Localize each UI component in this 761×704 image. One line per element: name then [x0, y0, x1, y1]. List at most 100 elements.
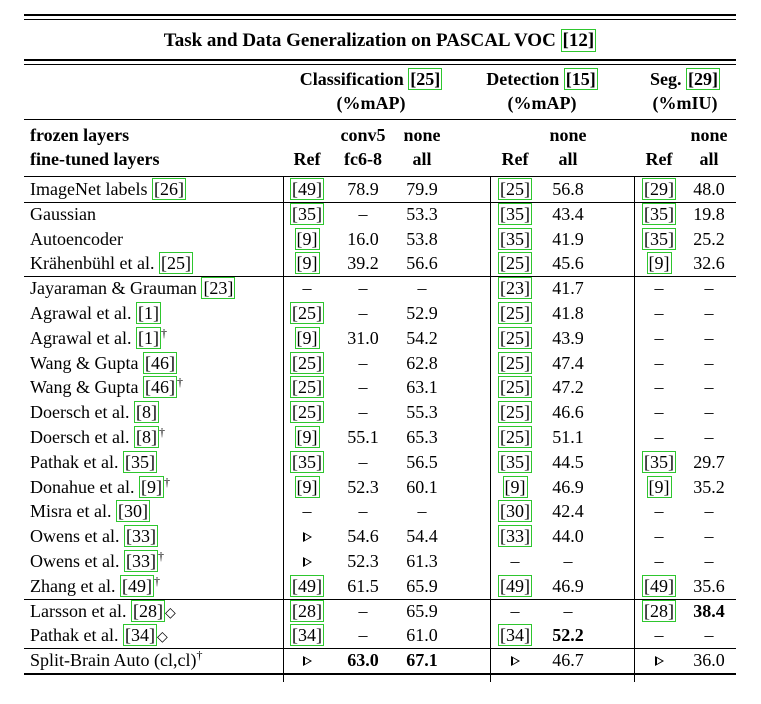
citation[interactable]: [25]	[290, 376, 324, 399]
citation[interactable]: [35]	[642, 450, 676, 473]
cls-ref[interactable]: [9]	[284, 326, 330, 349]
det-ref[interactable]: [33]	[492, 525, 538, 548]
citation[interactable]: [35]	[498, 227, 532, 250]
detection-citation[interactable]: [15]	[563, 68, 598, 90]
seg-ref[interactable]: [9]	[636, 475, 682, 498]
method-citation[interactable]: [1]	[135, 302, 161, 324]
citation[interactable]: [25]	[290, 401, 324, 424]
cls-ref[interactable]: [25]	[284, 302, 330, 324]
cls-ref[interactable]: [9]	[284, 475, 330, 498]
citation[interactable]: [9]	[646, 252, 672, 275]
citation[interactable]: [25]	[498, 302, 532, 324]
cls-ref[interactable]: [49]	[284, 574, 330, 597]
segmentation-citation[interactable]: [29]	[686, 68, 720, 90]
cls-ref[interactable]: [34]	[284, 624, 330, 647]
citation[interactable]: [35]	[290, 202, 324, 225]
det-ref[interactable]: [34]	[492, 624, 538, 647]
det-ref[interactable]: [9]	[492, 475, 538, 498]
citation[interactable]: [25]	[290, 302, 324, 324]
citation[interactable]: [9]	[294, 227, 320, 250]
det-ref[interactable]: [25]	[492, 326, 538, 349]
det-ref[interactable]: [35]	[492, 450, 538, 473]
citation[interactable]: [49]	[290, 178, 324, 200]
det-ref[interactable]: [25]	[492, 376, 538, 399]
citation[interactable]: [25]	[498, 178, 532, 200]
citation[interactable]: [28]	[290, 599, 324, 622]
citation[interactable]: [25]	[498, 426, 532, 448]
citation[interactable]: [25]	[498, 326, 532, 349]
seg-ref[interactable]: [9]	[636, 252, 682, 275]
citation[interactable]: [25]	[498, 351, 532, 374]
citation[interactable]: [25]	[498, 376, 532, 399]
citation[interactable]: [9]	[502, 475, 528, 498]
citation[interactable]: [34]	[498, 624, 532, 647]
seg-ref[interactable]: [35]	[636, 227, 682, 250]
seg-ref[interactable]: [28]	[636, 599, 682, 622]
method-citation[interactable]: [8]	[133, 426, 159, 448]
cls-ref[interactable]: [25]	[284, 376, 330, 399]
citation[interactable]: [35]	[642, 202, 676, 225]
cls-ref[interactable]: [49]	[284, 178, 330, 200]
citation[interactable]: [9]	[294, 426, 320, 448]
citation[interactable]: [35]	[498, 202, 532, 225]
seg-ref[interactable]: [35]	[636, 202, 682, 225]
method-citation[interactable]: [46]	[143, 351, 178, 374]
method-citation[interactable]: [34]	[122, 624, 157, 647]
citation[interactable]: [25]	[498, 252, 532, 275]
citation[interactable]: [35]	[290, 450, 324, 473]
det-ref[interactable]: [35]	[492, 227, 538, 250]
caption-citation[interactable]: [12]	[560, 29, 597, 52]
seg-ref[interactable]: [29]	[636, 178, 682, 200]
cls-ref[interactable]: [35]	[284, 202, 330, 225]
citation[interactable]: [49]	[642, 574, 676, 597]
det-ref[interactable]: [25]	[492, 401, 538, 424]
method-citation[interactable]: [35]	[122, 450, 157, 473]
citation[interactable]: [49]	[290, 574, 324, 597]
cls-ref[interactable]: [25]	[284, 351, 330, 374]
method-citation[interactable]: [30]	[115, 500, 150, 523]
det-ref[interactable]: [25]	[492, 426, 538, 448]
det-ref[interactable]: [23]	[492, 277, 538, 300]
method-citation[interactable]: [49]	[119, 574, 154, 597]
seg-ref[interactable]: [49]	[636, 574, 682, 597]
det-ref[interactable]: [30]	[492, 500, 538, 523]
cls-ref[interactable]: [9]	[284, 252, 330, 275]
method-citation[interactable]: [33]	[123, 550, 158, 572]
seg-ref[interactable]: [35]	[636, 450, 682, 473]
det-ref[interactable]: [35]	[492, 202, 538, 225]
det-ref[interactable]: [25]	[492, 302, 538, 324]
citation[interactable]: [23]	[498, 277, 532, 300]
citation[interactable]: [9]	[294, 475, 320, 498]
citation[interactable]: [34]	[290, 624, 324, 647]
method-citation[interactable]: [33]	[123, 525, 158, 548]
citation[interactable]: [49]	[498, 574, 532, 597]
cls-ref[interactable]: [9]	[284, 426, 330, 448]
classification-citation[interactable]: [25]	[408, 68, 443, 90]
method-citation[interactable]: [8]	[133, 401, 159, 424]
citation[interactable]: [9]	[294, 326, 320, 349]
citation[interactable]: [35]	[498, 450, 532, 473]
method-citation[interactable]: [23]	[201, 277, 236, 300]
det-ref[interactable]: [25]	[492, 351, 538, 374]
method-citation[interactable]: [26]	[151, 178, 186, 200]
citation[interactable]: [35]	[642, 227, 676, 250]
citation[interactable]: [9]	[294, 252, 320, 275]
det-ref[interactable]: [25]	[492, 178, 538, 200]
method-citation[interactable]: [28]	[130, 599, 165, 622]
citation[interactable]: [33]	[498, 525, 532, 548]
method-citation[interactable]: [9]	[138, 475, 164, 498]
method-citation[interactable]: [1]	[135, 326, 161, 349]
cls-ref[interactable]: [35]	[284, 450, 330, 473]
method-citation[interactable]: [46]	[143, 376, 178, 399]
citation[interactable]: [29]	[642, 178, 676, 200]
cls-ref[interactable]: [28]	[284, 599, 330, 622]
cls-ref[interactable]: [9]	[284, 227, 330, 250]
citation[interactable]: [30]	[498, 500, 532, 523]
citation[interactable]: [28]	[642, 599, 676, 622]
det-ref[interactable]: [25]	[492, 252, 538, 275]
det-ref[interactable]: [49]	[492, 574, 538, 597]
citation[interactable]: [9]	[646, 475, 672, 498]
citation[interactable]: [25]	[498, 401, 532, 424]
citation[interactable]: [25]	[290, 351, 324, 374]
cls-ref[interactable]: [25]	[284, 401, 330, 424]
